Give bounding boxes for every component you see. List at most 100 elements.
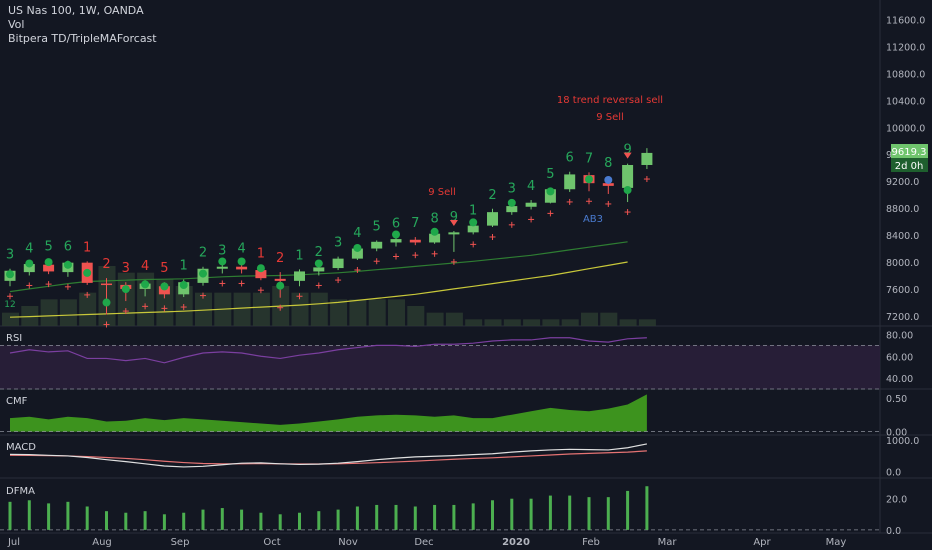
- macd-signal-line: [9, 450, 647, 465]
- support-dot: [546, 187, 555, 196]
- x-tick-label: Feb: [582, 537, 600, 548]
- dfma-bar: [143, 511, 147, 530]
- support-dot: [469, 218, 478, 227]
- candle-body: [371, 241, 383, 249]
- dfma-bar: [645, 486, 649, 530]
- dfma-bar: [47, 503, 51, 530]
- y-tick-label: 11600.0: [886, 15, 925, 26]
- x-axis: Jul Aug Sep Oct Nov Dec 2020 Feb Mar Apr May: [7, 537, 846, 548]
- rsi-pane-label: RSI: [6, 333, 23, 344]
- volume-bar: [407, 306, 425, 326]
- support-dot: [6, 270, 14, 279]
- sell9-top-annotation: 9 Sell: [596, 112, 624, 123]
- td-count-label: 8: [430, 211, 438, 226]
- support-dot: [276, 281, 285, 290]
- td-count-label: 1: [180, 259, 188, 274]
- slow-ma-line: [9, 261, 628, 318]
- dfma-bar: [433, 504, 437, 530]
- volume-bar: [40, 299, 58, 326]
- volume-bar: [59, 299, 77, 326]
- td-count-label: 4: [25, 242, 33, 257]
- volume-bar: [600, 312, 618, 326]
- candle-body: [602, 183, 614, 186]
- price-badge: 9619.3 2d 0h: [891, 144, 928, 172]
- x-tick-label: Nov: [338, 537, 358, 548]
- dfma-bar: [8, 501, 12, 530]
- support-dot: [430, 227, 439, 236]
- support-dot: [237, 257, 246, 266]
- volume-bar: [484, 319, 502, 326]
- y-tick-label: 9200.0: [886, 177, 919, 188]
- macd-pane-label: MACD: [6, 442, 36, 453]
- x-tick-label: Jul: [7, 537, 20, 548]
- td-count-label: 3: [334, 236, 342, 251]
- volume-bar: [542, 319, 560, 326]
- volume-bars: [2, 266, 656, 326]
- support-dot: [585, 175, 593, 184]
- candle-body: [622, 164, 634, 188]
- volume-bar: [252, 292, 270, 326]
- support-dot: [83, 268, 92, 277]
- support-dot: [199, 269, 207, 278]
- candle-body: [641, 152, 653, 165]
- dfma-bar: [298, 512, 301, 530]
- dfma-bar: [124, 512, 128, 530]
- support-dot: [102, 298, 111, 307]
- candle-body: [409, 239, 421, 243]
- dfma-bar: [587, 497, 591, 530]
- dfma-bar: [510, 498, 514, 530]
- td-count-label: 5: [44, 240, 52, 255]
- y-tick-label: 10400.0: [886, 96, 925, 107]
- support-dot: [121, 285, 130, 294]
- support-dot: [507, 198, 516, 207]
- support-dot: [392, 230, 400, 239]
- candle-body: [351, 248, 363, 259]
- candle-body: [23, 264, 35, 273]
- x-tick-label: 2020: [502, 537, 530, 548]
- volume-bar: [445, 312, 463, 326]
- cmf-pane-label: CMF: [6, 396, 28, 407]
- volume-bar: [79, 292, 97, 326]
- ab3-annotation: AB3: [583, 214, 603, 225]
- candle-body: [544, 189, 556, 203]
- volume-bar: [581, 312, 598, 326]
- td-count-label: 2: [102, 257, 110, 272]
- x-tick-label: Apr: [753, 537, 771, 548]
- cmf-area: [10, 394, 647, 432]
- dfma-bar: [471, 503, 475, 530]
- dfma-bar: [105, 511, 108, 530]
- td-count-label: 5: [160, 261, 168, 276]
- td-count-label: 4: [141, 259, 149, 274]
- volume-bar: [561, 319, 579, 326]
- support-dot: [314, 259, 323, 268]
- candle-body: [390, 239, 402, 243]
- candle-body: [332, 258, 344, 269]
- td-count-label: 2: [488, 188, 496, 203]
- td-count-label: 6: [566, 151, 574, 166]
- td-count-label: 4: [353, 226, 361, 241]
- x-tick-label: Dec: [414, 537, 433, 548]
- support-dot: [218, 257, 227, 266]
- support-dot: [179, 281, 188, 290]
- dfma-pane: [0, 486, 880, 531]
- candle-body: [236, 266, 248, 270]
- dfma-bar: [259, 512, 263, 530]
- volume-bar: [330, 299, 348, 326]
- y-tick-label: 7200.0: [886, 312, 919, 323]
- y-tick-label: 10800.0: [886, 69, 925, 80]
- td-count-label: 1: [469, 203, 477, 218]
- volume-bar: [388, 299, 405, 326]
- volume-bar: [368, 299, 386, 326]
- macd-tick-label: 0.0: [886, 468, 901, 479]
- td-count-label: 3: [508, 182, 516, 197]
- macd-tick-label: 1000.0: [886, 436, 919, 447]
- dfma-bar: [201, 509, 205, 530]
- dfma-bar: [220, 508, 224, 530]
- rsi-line: [9, 337, 647, 364]
- grid: [0, 0, 932, 534]
- rsi-band: [0, 345, 880, 389]
- td-count-label: 4: [527, 179, 535, 194]
- td-count-label: 3: [6, 248, 14, 263]
- volume-bar: [523, 319, 541, 326]
